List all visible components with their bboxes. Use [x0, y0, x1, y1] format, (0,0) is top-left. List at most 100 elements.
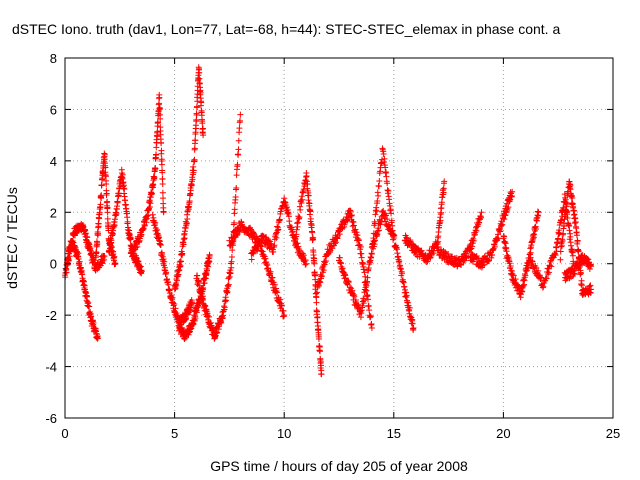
data-point — [222, 297, 229, 304]
data-point — [270, 284, 277, 291]
data-point — [236, 125, 243, 132]
data-point — [313, 294, 320, 301]
data-point — [314, 314, 321, 321]
data-point — [181, 235, 188, 242]
data-point — [147, 200, 154, 207]
data-point — [281, 312, 288, 319]
y-tick-label: 4 — [50, 154, 57, 169]
data-point — [160, 256, 167, 263]
data-point — [159, 169, 166, 176]
data-point — [213, 330, 220, 337]
x-tick-label: 25 — [606, 426, 620, 441]
data-point — [277, 296, 284, 303]
y-tick-label: -4 — [45, 360, 57, 375]
data-point — [221, 304, 228, 311]
data-point — [204, 267, 211, 274]
data-point — [108, 237, 115, 244]
data-point — [298, 199, 305, 206]
data-point — [180, 241, 187, 248]
data-point — [191, 156, 198, 163]
data-point — [129, 253, 136, 260]
data-point — [138, 268, 145, 275]
data-point — [93, 249, 100, 256]
data-point — [159, 251, 166, 258]
data-point — [267, 268, 274, 275]
data-point — [153, 151, 160, 158]
data-point — [94, 241, 101, 248]
data-point — [152, 219, 159, 226]
data-point — [95, 230, 102, 237]
data-point — [235, 137, 242, 144]
data-point — [94, 335, 101, 342]
y-tick-label: -2 — [45, 308, 57, 323]
data-point — [578, 282, 585, 289]
data-point — [158, 156, 165, 163]
data-point — [193, 112, 200, 119]
data-point — [206, 253, 213, 259]
x-tick-label: 0 — [61, 426, 68, 441]
x-tick-label: 20 — [496, 426, 510, 441]
data-point — [84, 292, 91, 299]
data-point — [149, 211, 156, 218]
data-point — [111, 222, 118, 229]
grid — [65, 58, 613, 418]
data-point — [156, 106, 163, 113]
data-point — [158, 140, 165, 147]
data-point — [158, 147, 165, 154]
data-point — [191, 145, 198, 152]
data-point — [68, 244, 75, 251]
data-point — [574, 237, 581, 244]
data-point — [225, 281, 232, 288]
data-point — [375, 192, 382, 199]
data-point — [81, 278, 88, 285]
x-tick-label: 10 — [277, 426, 291, 441]
data-point — [317, 348, 324, 355]
data-point — [155, 119, 162, 126]
data-point — [104, 209, 111, 216]
data-point — [144, 212, 151, 219]
data-point — [199, 125, 206, 132]
data-point — [230, 237, 237, 244]
data-point — [157, 115, 164, 122]
data-point — [86, 303, 93, 310]
data-point — [228, 253, 235, 260]
data-point — [380, 151, 387, 158]
data-point — [172, 305, 179, 312]
data-point — [280, 307, 287, 314]
data-point — [154, 128, 161, 135]
y-tick-label: 6 — [50, 102, 57, 117]
data-point — [293, 226, 300, 233]
data-point — [224, 289, 231, 296]
data-point — [276, 216, 283, 223]
data-point — [98, 182, 105, 189]
data-point — [184, 215, 191, 222]
data-point — [228, 264, 235, 271]
data-point — [187, 187, 194, 194]
data-point — [306, 200, 313, 207]
data-point — [194, 272, 201, 279]
data-point — [535, 209, 542, 216]
data-point — [566, 227, 573, 234]
chart-title: dSTEC Iono. truth (dav1, Lon=77, Lat=-68… — [12, 21, 560, 37]
data-point — [235, 146, 242, 153]
data-point — [197, 89, 204, 96]
data-point — [121, 186, 128, 193]
data-point — [509, 271, 516, 278]
data-point — [390, 236, 397, 243]
data-point — [232, 194, 239, 201]
data-point — [206, 313, 213, 320]
data-point — [134, 243, 141, 250]
data-point — [171, 300, 178, 307]
data-point — [300, 252, 307, 259]
data-point — [254, 246, 261, 253]
data-point — [569, 252, 576, 259]
data-point — [575, 247, 582, 254]
data-point — [300, 186, 307, 193]
data-point — [214, 329, 221, 336]
data-point — [156, 100, 163, 107]
x-tick-label: 5 — [171, 426, 178, 441]
data-point — [95, 220, 102, 227]
data-point — [303, 173, 310, 180]
data-point — [192, 137, 199, 144]
data-point — [271, 281, 278, 288]
